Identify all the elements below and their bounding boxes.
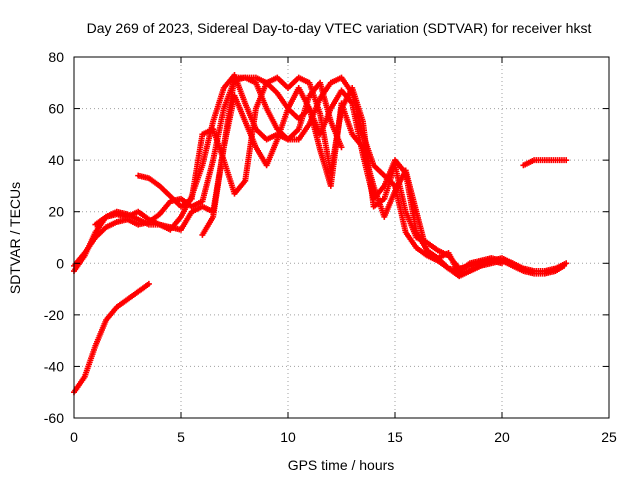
axis-ticks: 0 5 10 15 20 25 -60 -40 -20 0 20 40 60 80 <box>44 49 617 445</box>
chart-title: Day 269 of 2023, Sidereal Day-to-day VTE… <box>87 20 592 36</box>
x-tick-label: 5 <box>177 429 185 445</box>
data-point <box>338 144 345 151</box>
y-tick-label: 40 <box>48 152 64 168</box>
plot-frame <box>73 56 610 419</box>
series-track-a <box>71 280 152 396</box>
x-tick-label: 20 <box>494 429 510 445</box>
data-point <box>145 280 152 287</box>
y-tick-label: 80 <box>48 49 64 65</box>
y-tick-label: -40 <box>44 358 64 374</box>
data-point <box>563 157 570 164</box>
data-point <box>561 262 568 269</box>
data-points <box>71 72 570 396</box>
x-tick-label: 15 <box>387 429 403 445</box>
series-track-c <box>71 74 570 275</box>
y-tick-label: 0 <box>56 255 64 271</box>
y-axis-title: SDTVAR / TECUs <box>7 182 23 294</box>
x-tick-label: 0 <box>70 429 78 445</box>
x-axis-title: GPS time / hours <box>288 457 395 473</box>
y-tick-label: 20 <box>48 204 64 220</box>
data-point <box>499 260 505 267</box>
data-point <box>509 260 516 267</box>
series-track-g <box>520 157 570 169</box>
y-tick-label: 60 <box>48 101 64 117</box>
x-tick-label: 25 <box>601 429 617 445</box>
y-tick-label: -60 <box>44 410 64 426</box>
x-tick-label: 10 <box>280 429 296 445</box>
y-tick-label: -20 <box>44 307 64 323</box>
series-track-f <box>199 74 516 277</box>
